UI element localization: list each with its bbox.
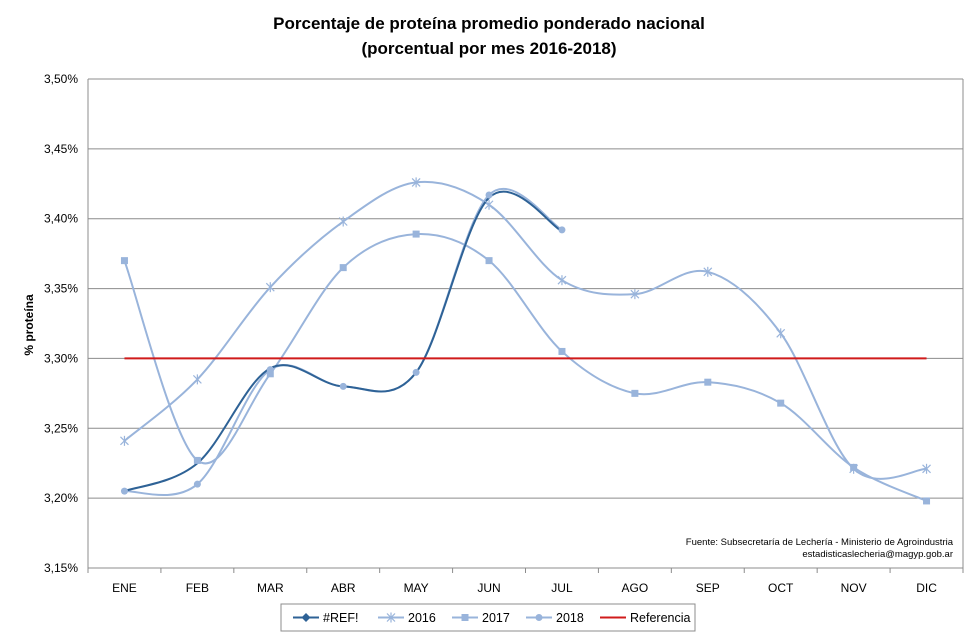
point-2016 (703, 266, 713, 277)
y-tick-label: 3,50% (44, 72, 78, 86)
chart-subtitle: (porcentual por mes 2016-2018) (361, 39, 616, 58)
legend-label-2018: 2018 (556, 611, 584, 625)
legend-label-referencia: Referencia (630, 611, 690, 625)
source-email: estadisticaslecheria@magyp.gob.ar (802, 549, 953, 560)
y-tick-label: 3,40% (44, 212, 78, 226)
legend-label-2016: 2016 (408, 611, 436, 625)
point-2016 (630, 289, 640, 300)
point-2017 (704, 378, 712, 386)
x-tick-label: ENE (112, 581, 137, 595)
legend-marker-ref (301, 613, 311, 622)
legend-marker-2018 (535, 614, 543, 621)
legend-marker-2016 (386, 612, 396, 623)
point-2016 (557, 275, 567, 286)
x-tick-label: ABR (331, 581, 356, 595)
point-2018 (412, 368, 420, 376)
x-tick-label: OCT (768, 581, 794, 595)
y-axis-label: % proteína (22, 294, 36, 356)
point-2017 (412, 230, 420, 238)
point-2016 (484, 199, 494, 210)
point-2017 (120, 257, 128, 265)
point-2017 (923, 497, 931, 505)
x-tick-label: NOV (841, 581, 867, 595)
axes (87, 79, 964, 573)
y-tick-label: 3,45% (44, 142, 78, 156)
series-markers (120, 177, 931, 505)
point-2018 (558, 226, 566, 234)
y-tick-label: 3,15% (44, 561, 78, 575)
x-tick-label: MAY (404, 581, 429, 595)
point-2016 (338, 216, 348, 227)
series-line-2018 (124, 187, 563, 497)
point-2017 (558, 347, 566, 355)
source-note: Fuente: Subsecretaría de Lechería - Mini… (686, 537, 954, 548)
point-2017 (777, 399, 785, 407)
x-tick-label: FEB (186, 581, 209, 595)
x-tick-label: JUL (551, 581, 573, 595)
point-2018 (266, 366, 274, 374)
x-tick-label: AGO (622, 581, 649, 595)
series-line-2017 (123, 233, 927, 502)
point-2018 (485, 191, 493, 199)
chart-title: Porcentaje de proteína promedio ponderad… (273, 14, 705, 33)
x-tick-label: JUN (477, 581, 500, 595)
point-2018 (120, 487, 128, 495)
x-tick-label: DIC (916, 581, 937, 595)
series-line-ref (124, 190, 563, 493)
point-2016 (192, 374, 202, 385)
point-2017 (485, 257, 493, 265)
x-tick-label: MAR (257, 581, 284, 595)
legend-label-2017: 2017 (482, 611, 510, 625)
point-2016 (922, 463, 931, 474)
point-2018 (193, 480, 201, 488)
legend: #REF! 2016 2017 2018 Referencia (280, 603, 696, 632)
legend-marker-2017 (461, 614, 469, 621)
point-2018 (339, 382, 347, 390)
y-tick-label: 3,25% (44, 421, 78, 435)
point-2016 (411, 177, 421, 188)
point-2017 (193, 456, 201, 464)
point-2016 (265, 282, 275, 293)
y-tick-label: 3,30% (44, 351, 78, 365)
point-2017 (631, 389, 639, 397)
y-tick-label: 3,35% (44, 282, 78, 296)
y-tick-label: 3,20% (44, 491, 78, 505)
point-2016 (120, 435, 129, 446)
point-2017 (266, 370, 274, 378)
x-tick-label: SEP (696, 581, 720, 595)
point-2016 (776, 328, 786, 339)
point-2017 (850, 463, 858, 471)
tick-labels: 3,15% 3,20% 3,25% 3,30% 3,35% 3,40% 3,45% 3,50%… (44, 72, 937, 595)
point-2017 (339, 264, 347, 272)
series-lines (123, 180, 927, 502)
series-line-2016 (123, 180, 927, 480)
legend-label-ref: #REF! (323, 611, 358, 625)
